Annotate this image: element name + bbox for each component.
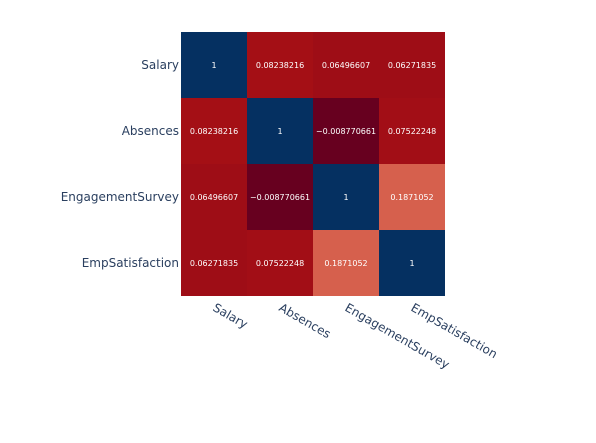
heatmap-cell bbox=[247, 32, 313, 98]
heatmap-cell-label: 0.06496607 bbox=[190, 193, 238, 202]
heatmap-cell bbox=[181, 32, 247, 98]
heatmap-cell bbox=[379, 32, 445, 98]
heatmap-cell bbox=[313, 98, 379, 164]
heatmap-cell bbox=[379, 98, 445, 164]
heatmap-cell bbox=[181, 98, 247, 164]
y-axis-tick-label: Absences bbox=[122, 124, 179, 138]
heatmap-cell-label: 1 bbox=[409, 259, 414, 268]
heatmap-cell-label: 0.06271835 bbox=[190, 259, 238, 268]
heatmap-cell-label: 0.06496607 bbox=[322, 61, 370, 70]
heatmap-cell-label: 0.08238216 bbox=[190, 127, 238, 136]
heatmap-cell-labels: 1 0.08238216 0.06496607 0.06271835 0.0823821… bbox=[190, 61, 436, 268]
heatmap-cell-label: −0.008770661 bbox=[250, 193, 310, 202]
heatmap-cell bbox=[247, 230, 313, 296]
heatmap-cell-label: −0.008770661 bbox=[316, 127, 376, 136]
y-axis-tick-label: EmpSatisfaction bbox=[82, 256, 179, 270]
heatmap-cell-label: 0.07522248 bbox=[256, 259, 304, 268]
heatmap-cell-label: 1 bbox=[277, 127, 282, 136]
heatmap-cell bbox=[313, 32, 379, 98]
heatmap-cell bbox=[181, 230, 247, 296]
y-axis-tick-label: EngagementSurvey bbox=[61, 190, 179, 204]
heatmap-cell bbox=[379, 164, 445, 230]
heatmap-cells bbox=[181, 32, 445, 296]
heatmap-cell-label: 1 bbox=[343, 193, 348, 202]
heatmap-cell-label: 0.1871052 bbox=[390, 193, 433, 202]
y-axis-tick-label: Salary bbox=[141, 58, 179, 72]
heatmap-cell bbox=[313, 164, 379, 230]
heatmap-cell-label: 0.1871052 bbox=[324, 259, 367, 268]
heatmap-cell bbox=[379, 230, 445, 296]
heatmap-cell-label: 0.07522248 bbox=[388, 127, 436, 136]
heatmap-cell bbox=[247, 164, 313, 230]
heatmap-cell bbox=[313, 230, 379, 296]
heatmap-cell-label: 0.06271835 bbox=[388, 61, 436, 70]
y-axis-tick-labels: Salary Absences EngagementSurvey EmpSatisfa… bbox=[61, 58, 179, 270]
heatmap-cell-label: 0.08238216 bbox=[256, 61, 304, 70]
heatmap-cell bbox=[181, 164, 247, 230]
heatmap-cell-label: 1 bbox=[211, 61, 216, 70]
heatmap-cell bbox=[247, 98, 313, 164]
